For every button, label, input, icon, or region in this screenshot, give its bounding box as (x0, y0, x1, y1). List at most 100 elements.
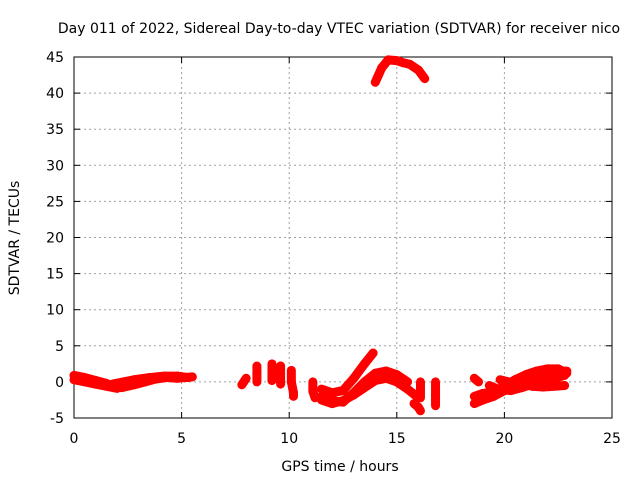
data-point (420, 74, 429, 83)
data-point (414, 65, 423, 74)
series-arc-g1 (409, 399, 425, 416)
data-point (267, 376, 276, 385)
data-point (369, 349, 378, 358)
data-point (188, 372, 197, 381)
x-tick-label: 5 (177, 431, 186, 447)
data-point (287, 377, 296, 386)
data-point (382, 374, 391, 383)
y-tick-label: 10 (46, 303, 64, 319)
y-axis-label: SDTVAR / TECUs (7, 181, 23, 296)
series-band (413, 65, 430, 84)
y-tick-label: 45 (46, 50, 64, 66)
series-arc-h3 (469, 373, 484, 387)
data-point (252, 377, 261, 386)
data-point (173, 374, 182, 383)
data-point (517, 383, 526, 392)
data-point (549, 374, 558, 383)
data-point (504, 377, 513, 386)
data-point (272, 370, 281, 379)
x-tick-label: 0 (70, 431, 79, 447)
chart-title: Day 011 of 2022, Sidereal Day-to-day VTE… (58, 21, 620, 37)
data-point (377, 63, 386, 72)
data-point (474, 377, 483, 386)
x-tick-label: 25 (603, 431, 621, 447)
data-point (141, 377, 150, 386)
data-point (431, 401, 440, 410)
data-point (130, 380, 139, 389)
data-point (543, 364, 552, 373)
data-point (506, 386, 515, 395)
data-point (478, 389, 487, 398)
y-tick-label: -5 (50, 411, 64, 427)
grid (74, 57, 612, 418)
data-point (539, 377, 548, 386)
data-point (328, 399, 337, 408)
data-point (493, 385, 502, 394)
data-point (403, 385, 412, 394)
data-point (339, 386, 347, 395)
data-point (349, 374, 358, 383)
data-point (405, 60, 414, 69)
data-point (70, 375, 78, 384)
data-point (308, 387, 317, 396)
data-point (339, 396, 347, 405)
axis-ticks: 0 5 10 15 20 25 -5 0 5 10 15 20 25 30 35 40 45 (46, 50, 621, 447)
x-tick-label: 10 (280, 431, 298, 447)
data-point (267, 359, 276, 368)
data-point (91, 380, 100, 389)
series-arc-g3 (431, 377, 441, 411)
data-point (528, 380, 537, 389)
series-arc-c (237, 373, 251, 390)
data-point (289, 392, 298, 401)
y-tick-label: 25 (46, 194, 64, 210)
data-point (287, 366, 296, 375)
x-axis-label: GPS time / hours (281, 459, 398, 475)
data-point (360, 383, 369, 392)
series-arc-g2 (415, 377, 425, 403)
data-points (69, 55, 572, 416)
series-arc-f (370, 55, 430, 87)
data-point (496, 375, 505, 384)
data-point (151, 375, 160, 384)
series-arc-d1 (252, 361, 262, 387)
data-point (470, 392, 479, 401)
data-point (242, 374, 251, 383)
series-band (392, 370, 413, 387)
data-point (470, 374, 479, 383)
data-point (360, 359, 369, 368)
x-tick-label: 15 (388, 431, 406, 447)
data-point (410, 399, 419, 408)
data-point (371, 78, 380, 87)
data-point (485, 381, 494, 390)
data-point (117, 383, 126, 392)
data-point (416, 393, 425, 402)
data-point (252, 362, 261, 371)
data-point (276, 362, 285, 371)
y-tick-label: 35 (46, 122, 64, 138)
data-point (416, 406, 425, 415)
data-point (549, 382, 558, 391)
series-arc-d2 (267, 359, 286, 389)
data-point (276, 380, 285, 389)
data-point (328, 388, 337, 397)
y-tick-label: 15 (46, 267, 64, 283)
series-arc-e1 (308, 377, 320, 403)
data-point (560, 371, 569, 380)
data-point (392, 377, 401, 386)
data-point (416, 377, 425, 386)
y-tick-label: 30 (46, 158, 64, 174)
data-point (399, 58, 408, 67)
data-point (162, 373, 171, 382)
x-tick-label: 20 (495, 431, 513, 447)
series-arc-b2 (116, 372, 197, 393)
data-point (416, 385, 425, 394)
data-point (237, 380, 246, 389)
data-point (382, 367, 391, 376)
data-point (80, 377, 89, 386)
data-point (108, 380, 117, 389)
data-point (554, 364, 563, 373)
data-point (521, 370, 530, 379)
data-point (532, 367, 541, 376)
data-point (384, 55, 393, 64)
